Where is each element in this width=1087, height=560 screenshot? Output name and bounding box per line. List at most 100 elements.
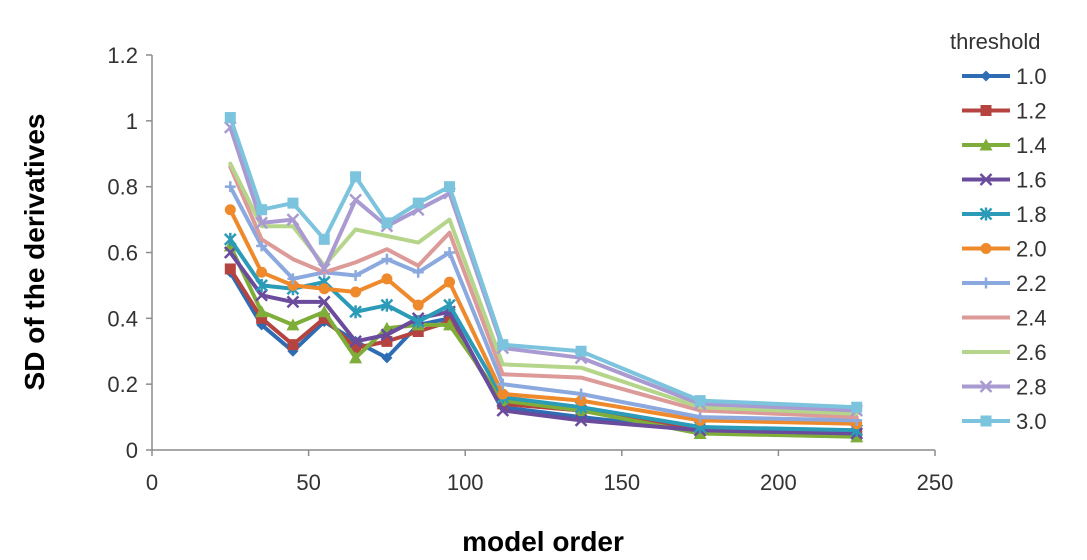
x-tick-label: 250 [917,470,954,495]
y-axis-title: SD of the derivatives [19,114,50,391]
series-2-2 [224,181,863,426]
data-point [497,378,509,390]
legend-label: 1.0 [1016,64,1047,89]
plot-area [223,112,864,443]
data-point [286,318,300,331]
data-point [256,204,268,216]
data-point [381,253,393,265]
data-point [694,395,706,407]
data-point [350,270,362,282]
data-point [286,213,300,226]
y-tick-label: 0.2 [107,372,138,397]
legend-item: 2.4 [962,306,1047,331]
data-point [380,328,394,342]
data-point [496,404,510,417]
data-point [223,232,237,246]
data-point [255,305,269,318]
data-point [224,204,236,216]
data-point [444,247,456,258]
data-point [224,263,236,275]
data-point [256,266,268,278]
data-point [255,288,269,302]
data-point [444,276,456,288]
tick-labels: 0 0.2 0.4 0.6 0.8 1 1.2 0 50 100 150 200 250 [107,43,953,495]
legend-marker [979,138,993,151]
legend-label: 1.2 [1016,99,1047,124]
data-point [224,181,236,193]
legend-item: 1.6 [962,168,1047,193]
legend-label: 2.0 [1016,237,1047,262]
legend-label: 2.8 [1016,375,1047,400]
series-line [228,184,859,423]
data-point [349,351,363,364]
legend-label: 1.6 [1016,168,1047,193]
data-point [350,286,362,298]
x-tick-label: 100 [447,470,484,495]
data-point [287,197,299,209]
data-point [497,388,509,400]
data-point [412,266,424,278]
data-point [287,339,299,351]
data-point [317,295,331,309]
series-2-4 [228,164,859,420]
data-point [412,299,424,311]
data-point [380,298,394,312]
legend-label: 2.4 [1016,306,1047,331]
legend-label: 2.6 [1016,340,1047,365]
series-line [228,237,859,433]
data-point [443,318,457,331]
legend-title: threshold [950,29,1041,54]
legend-label: 2.2 [1016,271,1047,296]
data-point [224,112,236,124]
series-1-6 [223,246,864,440]
legend-item: 1.2 [962,99,1047,124]
series-line [228,164,859,420]
series-3-0 [224,112,863,413]
series-line [228,115,859,410]
x-tick-label: 150 [603,470,640,495]
series-line [228,250,859,436]
data-point [381,335,393,347]
data-point [444,181,456,193]
legend-marker [979,380,993,393]
data-point [286,295,300,309]
data-point [575,395,587,407]
legend: threshold 1.0 1.2 1.4 1.6 1.8 2.0 2.2 2.4 2.6 2.8… [950,29,1047,434]
series-line [228,161,859,416]
series-line [228,125,859,413]
data-point [694,411,706,423]
data-point [412,326,424,337]
y-tick-label: 0.6 [107,241,138,266]
data-point [349,193,362,207]
legend-item: 1.0 [962,64,1047,89]
data-point [256,240,268,252]
y-tick-label: 0.8 [107,175,138,200]
legend-marker [979,207,993,221]
data-point [443,298,456,312]
legend-marker [980,277,992,289]
data-point [318,233,330,245]
data-point [381,273,393,285]
data-point [381,217,393,229]
data-point [318,283,330,295]
data-point [381,352,393,364]
legend-label: 3.0 [1016,409,1047,434]
legend-marker [979,173,993,186]
y-tick-label: 1.2 [107,43,138,68]
data-point [574,413,588,427]
data-point [317,305,331,318]
data-point [350,171,362,183]
data-point [255,278,269,292]
legend-label: 1.8 [1016,202,1047,227]
data-point [287,279,299,291]
data-point [411,315,425,329]
legend-item: 2.2 [962,271,1047,296]
x-axis-title: model order [462,526,624,557]
legend-item: 2.8 [962,375,1047,400]
legend-item: 2.0 [962,237,1047,262]
data-point [223,246,237,259]
legend-marker [980,70,992,82]
data-point [349,305,362,319]
legend-label: 1.4 [1016,133,1047,158]
